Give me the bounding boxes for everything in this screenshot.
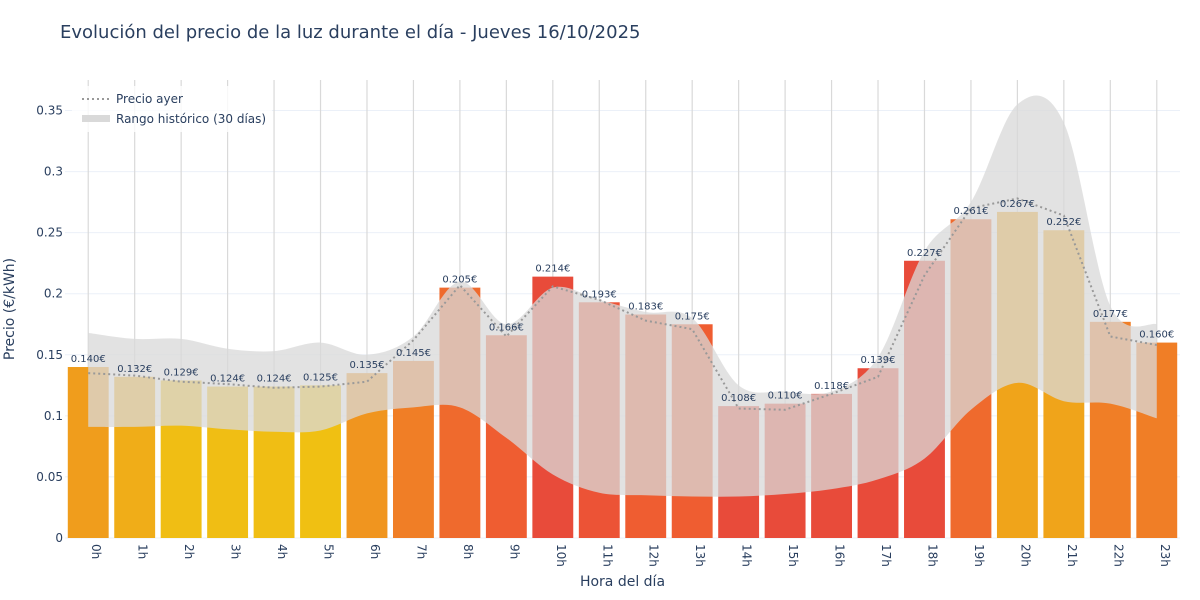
bar-value-label: 0.124€: [257, 374, 292, 385]
y-tick-label: 0: [55, 531, 63, 545]
historical-range-band: [88, 95, 1157, 497]
x-tick-label: 7h: [414, 544, 428, 559]
bar-value-label: 0.166€: [489, 322, 524, 333]
bar-value-label: 0.145€: [396, 348, 431, 359]
x-tick-label: 22h: [1111, 544, 1125, 567]
bar-value-label: 0.125€: [303, 372, 338, 383]
x-tick-label: 16h: [833, 544, 847, 567]
bar-value-label: 0.177€: [1093, 309, 1128, 320]
bar-value-label: 0.267€: [1000, 199, 1035, 210]
bar-value-label: 0.193€: [582, 289, 617, 300]
x-tick-label: 20h: [1018, 544, 1032, 567]
x-tick-label: 23h: [1158, 544, 1172, 567]
y-tick-label: 0.35: [36, 104, 63, 118]
bar-value-label: 0.129€: [164, 367, 199, 378]
x-tick-label: 1h: [136, 544, 150, 559]
x-tick-label: 11h: [600, 544, 614, 567]
y-tick-label: 0.25: [36, 226, 63, 240]
bar-value-label: 0.183€: [628, 301, 663, 312]
bar-value-label: 0.261€: [953, 206, 988, 217]
x-tick-label: 13h: [693, 544, 707, 567]
y-tick-label: 0.15: [36, 348, 63, 362]
y-tick-label: 0.3: [44, 165, 63, 179]
bar-value-label: 0.140€: [71, 354, 106, 365]
y-axis-title: Precio (€/kWh): [2, 258, 18, 360]
x-tick-label: 21h: [1065, 544, 1079, 567]
x-tick-label: 14h: [740, 544, 754, 567]
bar-value-label: 0.214€: [535, 264, 570, 275]
yesterday-price-line: [88, 197, 1157, 411]
legend-box: [72, 86, 272, 132]
legend-swatch-range: [82, 115, 110, 122]
bar-value-label: 0.160€: [1139, 330, 1174, 341]
x-tick-label: 8h: [461, 544, 475, 559]
x-tick-label: 4h: [275, 544, 289, 559]
y-tick-label: 0.2: [44, 287, 63, 301]
x-tick-label: 17h: [879, 544, 893, 567]
x-axis-title: Hora del día: [580, 574, 665, 590]
legend-label-yesterday: Precio ayer: [116, 92, 183, 106]
x-tick-label: 3h: [229, 544, 243, 559]
bar-value-label: 0.135€: [349, 360, 384, 371]
x-tick-label: 19h: [972, 544, 986, 567]
x-tick-label: 18h: [925, 544, 939, 567]
bar-value-label: 0.175€: [675, 311, 710, 322]
bar-value-label: 0.252€: [1046, 217, 1081, 228]
x-tick-label: 9h: [507, 544, 521, 559]
y-tick-label: 0.1: [44, 409, 63, 423]
bar-value-label: 0.118€: [814, 381, 849, 392]
bar-value-label: 0.108€: [721, 393, 756, 404]
x-tick-label: 12h: [647, 544, 661, 567]
x-tick-label: 5h: [322, 544, 336, 559]
bar-value-label: 0.124€: [210, 374, 245, 385]
bar-value-label: 0.139€: [861, 355, 896, 366]
x-tick-label: 10h: [554, 544, 568, 567]
x-tick-label: 2h: [182, 544, 196, 559]
chart-title: Evolución del precio de la luz durante e…: [60, 22, 641, 43]
y-tick-label: 0.05: [36, 470, 63, 484]
bar-value-label: 0.227€: [907, 248, 942, 259]
legend-label-range: Rango histórico (30 días): [116, 112, 266, 126]
x-tick-label: 15h: [786, 544, 800, 567]
x-tick-label: 0h: [89, 544, 103, 559]
x-tick-label: 6h: [368, 544, 382, 559]
bar-value-label: 0.132€: [117, 364, 152, 375]
bar-value-label: 0.110€: [768, 391, 803, 402]
bar-value-label: 0.205€: [442, 275, 477, 286]
